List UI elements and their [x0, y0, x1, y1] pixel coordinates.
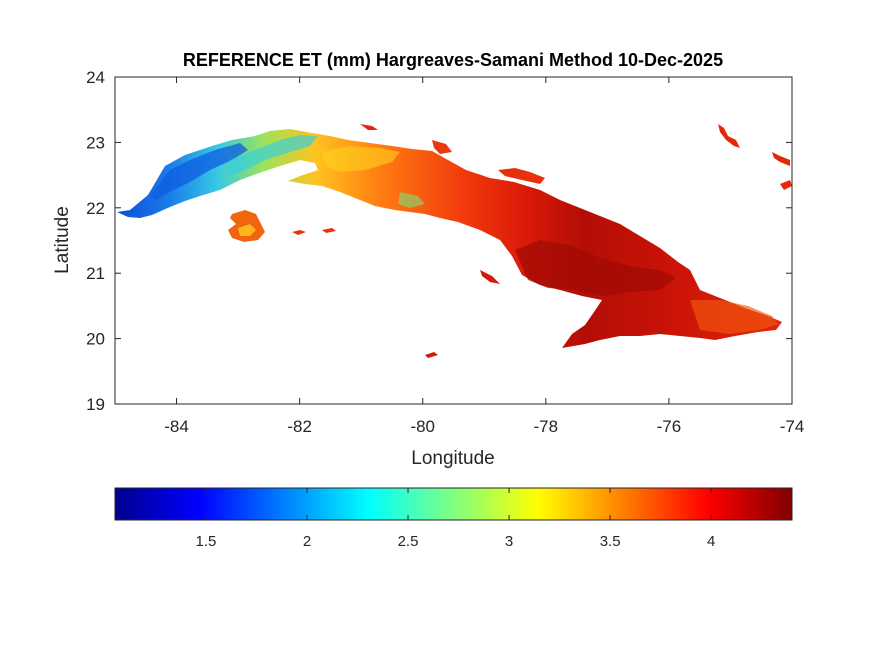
- colorbar-gradient: [114, 487, 793, 521]
- cuba-et-map: [117, 124, 792, 358]
- axes-box: [114, 76, 793, 405]
- central-green-patch: [398, 192, 425, 208]
- colorbar-tick-label: 2.5: [398, 533, 419, 550]
- y-tick-label: 24: [86, 68, 105, 87]
- map-title: REFERENCE ET (mm) Hargreaves-Samani Meth…: [183, 50, 723, 70]
- north-key-3: [780, 180, 792, 190]
- y-axis-ticks: 19 20 21 22 23 24: [86, 68, 792, 414]
- north-key-4: [498, 168, 545, 184]
- x-tick-label: -80: [410, 417, 435, 436]
- camaguey-lowlands-high-et: [515, 240, 676, 296]
- north-key-1: [718, 124, 740, 148]
- colorbar-tick-label: 3.5: [600, 533, 621, 550]
- colorbar-tick-label: 1.5: [196, 533, 217, 550]
- colorbar-tick-label: 3: [505, 533, 513, 550]
- x-tick-label: -84: [164, 417, 189, 436]
- eastern-tip: [690, 300, 778, 334]
- isla-de-la-juventud-inner: [238, 224, 256, 236]
- north-key-2: [772, 152, 790, 166]
- colorbar-tick-label: 2: [303, 533, 311, 550]
- south-key-3: [425, 352, 438, 358]
- map-axes: -84 -82 -80 -78 -76 -74 19 20 21 22 23 24 Longitud…: [52, 68, 804, 469]
- x-axis-label: Longitude: [411, 448, 494, 469]
- y-tick-label: 19: [86, 395, 105, 414]
- colorbar-tick-label: 4: [707, 533, 715, 550]
- y-tick-label: 23: [86, 133, 105, 152]
- x-tick-label: -78: [534, 417, 559, 436]
- colorbar-ticks: 1.5 2 2.5 3 3.5 4: [196, 488, 715, 550]
- x-tick-label: -82: [287, 417, 312, 436]
- x-axis-ticks: -84 -82 -80 -78 -76 -74: [164, 77, 804, 436]
- south-key-5: [360, 124, 378, 130]
- south-key-4: [480, 270, 500, 284]
- y-axis-label: Latitude: [52, 206, 73, 274]
- y-tick-label: 22: [86, 199, 105, 218]
- axes-background: [115, 77, 792, 404]
- north-key-5: [432, 140, 452, 154]
- x-tick-label: -74: [780, 417, 805, 436]
- south-key-1: [292, 230, 306, 235]
- x-tick-label: -76: [657, 417, 682, 436]
- pinar-del-rio-cyan: [228, 135, 318, 176]
- south-key-2: [322, 228, 336, 233]
- pinar-del-rio-low-et: [150, 143, 248, 200]
- y-tick-label: 21: [86, 264, 105, 283]
- y-tick-label: 20: [86, 330, 105, 349]
- colorbar: 1.5 2 2.5 3 3.5 4: [114, 487, 793, 550]
- havana-moderate-et: [322, 146, 400, 172]
